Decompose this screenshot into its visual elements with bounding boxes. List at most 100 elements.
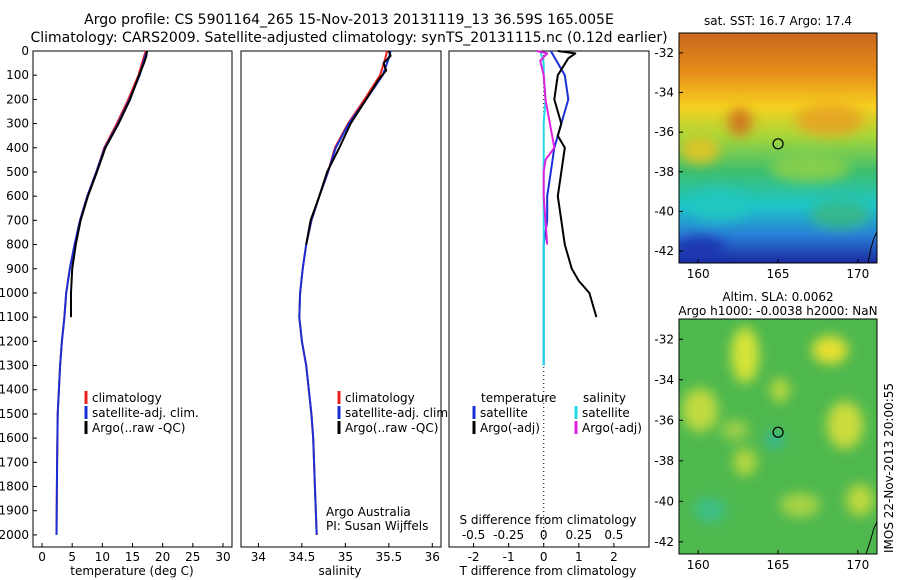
sla-map-lat-ticks: -32 -34 -36 -38 -40 -42 bbox=[654, 332, 683, 549]
y-tick-label: 1700 bbox=[0, 455, 29, 469]
y-tick-label: 600 bbox=[6, 189, 29, 203]
y-tick-label: 700 bbox=[6, 213, 29, 227]
lat-tick-label: -32 bbox=[654, 332, 674, 346]
temperature-panel: 0100200300400500600700800900100011001200… bbox=[0, 44, 233, 578]
y-tick-label: 1800 bbox=[0, 480, 29, 494]
y-tick-label: 1200 bbox=[0, 334, 29, 348]
lat-tick-label: -32 bbox=[654, 46, 674, 60]
sst-map-lat-ticks: -32 -34 -36 -38 -40 -42 bbox=[654, 46, 683, 258]
difference-axes-box bbox=[448, 50, 650, 548]
x-tick-label: 20 bbox=[155, 550, 170, 564]
salinity-axes-box bbox=[240, 50, 442, 548]
legend-title-salinity: salinity bbox=[583, 391, 626, 405]
series-argo-raw-qc bbox=[305, 50, 392, 245]
y-tick-label: 1600 bbox=[0, 431, 29, 445]
sla-map-subtitle: Argo h1000: -0.0038 h2000: NaN bbox=[678, 304, 877, 318]
x2-tick-label: -0.5 bbox=[462, 528, 485, 542]
x-tick-label: 15 bbox=[125, 550, 140, 564]
annotation-institution: Argo Australia bbox=[326, 505, 411, 519]
y-tick-label: 800 bbox=[6, 238, 29, 252]
sst-map-title: sat. SST: 16.7 Argo: 17.4 bbox=[704, 14, 852, 28]
x-tick-label: -1 bbox=[503, 550, 515, 564]
y-tick-label: 0 bbox=[21, 44, 29, 58]
lat-tick-label: -42 bbox=[654, 244, 674, 258]
y-tick-label: 300 bbox=[6, 117, 29, 131]
x2-tick-label: 0.25 bbox=[565, 528, 592, 542]
series-argo-adj bbox=[536, 50, 556, 245]
temperature-legend: climatology satellite-adj. clim. Argo(..… bbox=[84, 391, 199, 435]
x-tick-label: 2 bbox=[610, 550, 618, 564]
salinity-x-ticks: 34 34.5 35 35.5 36 bbox=[251, 543, 440, 564]
lat-tick-label: -38 bbox=[654, 165, 674, 179]
x-tick-label: 10 bbox=[95, 550, 110, 564]
difference-x2label: S difference from climatology bbox=[460, 513, 637, 527]
difference-x-ticks: -2 -1 0 1 2 bbox=[468, 543, 618, 564]
temperature-y-ticks: 0 100 200 300 400 500 600 700 800 900 1000 1100 1200… bbox=[0, 44, 37, 542]
temperature-axes-box bbox=[32, 50, 233, 548]
y-tick-label: 1000 bbox=[0, 286, 29, 300]
y-tick-label: 400 bbox=[6, 141, 29, 155]
x-tick-label: 35 bbox=[338, 550, 353, 564]
lat-tick-label: -36 bbox=[654, 125, 674, 139]
lat-tick-label: -34 bbox=[654, 373, 674, 387]
legend-label-argo: Argo(..raw -QC) bbox=[92, 421, 185, 435]
x-tick-label: 30 bbox=[215, 550, 230, 564]
y-tick-label: 1400 bbox=[0, 383, 29, 397]
temperature-x-ticks: 0 5 10 15 20 25 30 bbox=[38, 543, 231, 564]
legend-label-argo: Argo(..raw -QC) bbox=[345, 421, 438, 435]
header-line2: Climatology: CARS2009. Satellite-adjuste… bbox=[30, 30, 667, 46]
x-tick-label: -2 bbox=[468, 550, 480, 564]
x-tick-label: 5 bbox=[68, 550, 76, 564]
y-tick-label: 1900 bbox=[0, 504, 29, 518]
sla-map-lon-ticks: 160 165 170 bbox=[687, 550, 869, 572]
lon-tick-label: 165 bbox=[767, 558, 790, 572]
difference-x2-ticks: -0.5 -0.25 0 0.25 0.5 bbox=[462, 528, 624, 542]
sst-field bbox=[679, 33, 877, 263]
x2-tick-label: 0.5 bbox=[604, 528, 623, 542]
x-tick-label: 34 bbox=[251, 550, 266, 564]
legend-label-s-satellite: satellite bbox=[582, 406, 630, 420]
salinity-panel: 34 34.5 35 35.5 36 salinity climatology sate… bbox=[240, 50, 452, 578]
y-tick-label: 500 bbox=[6, 165, 29, 179]
series-argo-raw-qc bbox=[70, 50, 148, 318]
series-argo-adj bbox=[553, 50, 598, 318]
difference-legend: temperature salinity satellite Argo(-adj… bbox=[472, 391, 642, 435]
legend-label-t-argo: Argo(-adj) bbox=[480, 421, 540, 435]
header-line1: Argo profile: CS 5901164_265 15-Nov-2013… bbox=[84, 12, 614, 28]
x2-tick-label: -0.25 bbox=[493, 528, 524, 542]
x-tick-label: 0 bbox=[540, 550, 548, 564]
lon-tick-label: 170 bbox=[846, 558, 869, 572]
y-tick-label: 100 bbox=[6, 68, 29, 82]
legend-label-satellite: satellite-adj. clim. bbox=[345, 406, 452, 420]
lon-tick-label: 160 bbox=[687, 267, 710, 281]
lat-tick-label: -40 bbox=[654, 204, 674, 218]
y-tick-label: 1300 bbox=[0, 359, 29, 373]
lat-tick-label: -34 bbox=[654, 85, 674, 99]
x-tick-label: 0 bbox=[38, 550, 46, 564]
legend-label-t-satellite: satellite bbox=[480, 406, 528, 420]
legend-label-satellite: satellite-adj. clim. bbox=[92, 406, 199, 420]
legend-label-s-argo: Argo(-adj) bbox=[582, 421, 642, 435]
salinity-legend: climatology satellite-adj. clim. Argo(..… bbox=[337, 391, 452, 435]
lat-tick-label: -40 bbox=[654, 494, 674, 508]
x-tick-label: 25 bbox=[185, 550, 200, 564]
x-tick-label: 36 bbox=[425, 550, 440, 564]
sst-map-lon-ticks: 160 165 170 bbox=[687, 259, 869, 281]
temperature-xlabel: temperature (deg C) bbox=[70, 564, 193, 578]
difference-panel: -2 -1 0 1 2 -0.5 -0.25 0 0.25 0.5 S difference f… bbox=[448, 50, 650, 578]
y-tick-label: 1500 bbox=[0, 407, 29, 421]
salinity-series bbox=[298, 50, 392, 535]
annotation-pi: PI: Susan Wijffels bbox=[326, 519, 428, 533]
x2-tick-label: 0 bbox=[540, 528, 548, 542]
x-tick-label: 34.5 bbox=[289, 550, 316, 564]
sla-map-panel: Altim. SLA: 0.0062 Argo h1000: -0.0038 h… bbox=[654, 290, 877, 572]
argo-float-marker bbox=[772, 426, 784, 438]
lat-tick-label: -36 bbox=[654, 413, 674, 427]
y-tick-label: 1100 bbox=[0, 310, 29, 324]
sla-map-title: Altim. SLA: 0.0062 bbox=[722, 290, 833, 304]
lon-tick-label: 160 bbox=[687, 558, 710, 572]
sla-field bbox=[679, 319, 877, 554]
difference-xlabel: T difference from climatology bbox=[459, 564, 637, 578]
legend-label-climatology: climatology bbox=[345, 391, 415, 405]
